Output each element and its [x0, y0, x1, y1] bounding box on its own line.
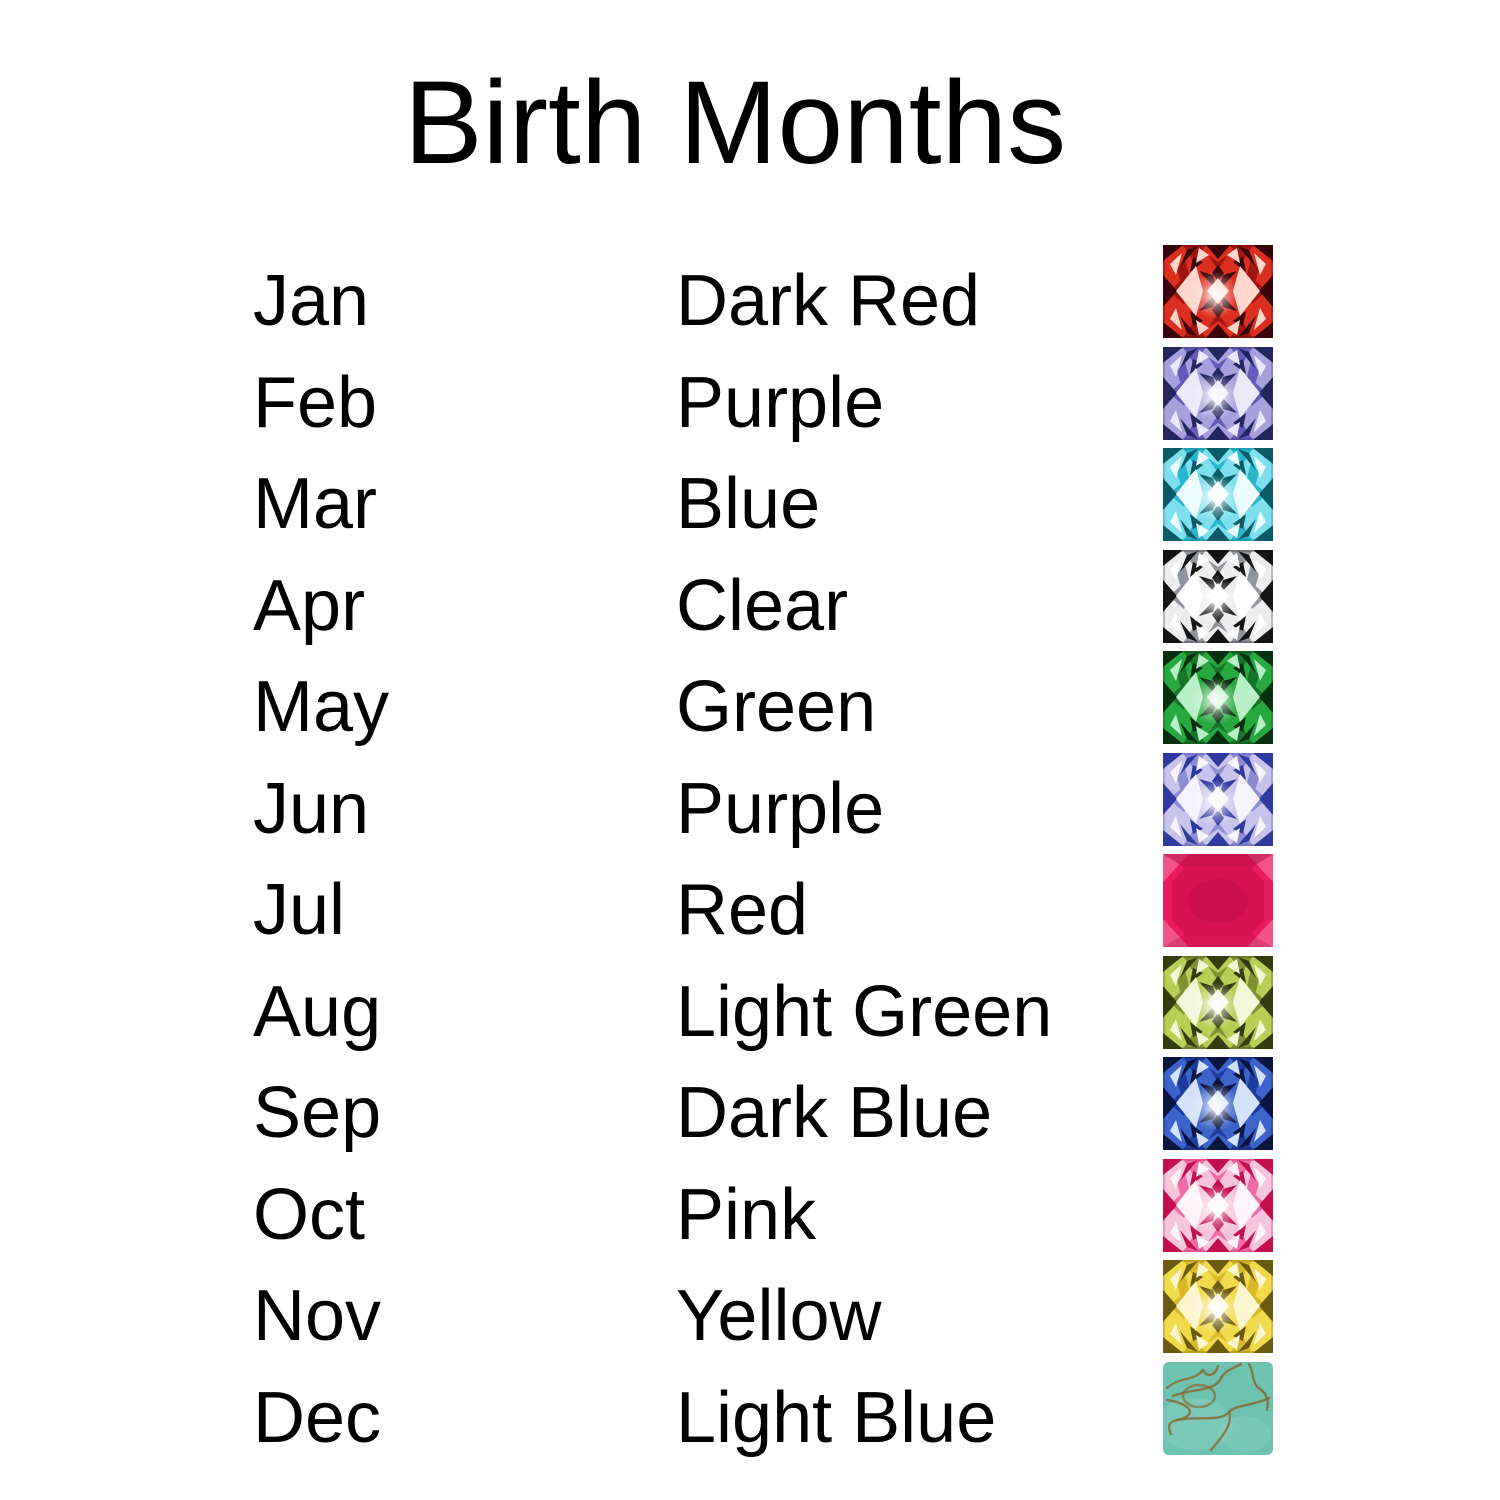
- aqua-gemstone-icon: [1163, 448, 1273, 541]
- birthstone-row: Dec Light Blue: [0, 1361, 1500, 1466]
- purple-gemstone-icon: [1163, 346, 1273, 440]
- birthstone-list: Jan Dark Red Feb Purple Mar Blue Apr Cle…: [0, 245, 1500, 1466]
- month-label: May: [253, 667, 390, 747]
- clear-gemstone-icon: [1163, 549, 1273, 643]
- month-label: Mar: [253, 464, 377, 544]
- birthstone-row: Aug Light Green: [0, 955, 1500, 1060]
- color-label: Light Blue: [676, 1377, 997, 1458]
- month-label: Nov: [253, 1276, 382, 1356]
- color-label: Dark Blue: [676, 1073, 993, 1153]
- month-label: Jun: [253, 768, 370, 849]
- birthstone-row: Feb Purple: [0, 346, 1500, 451]
- month-label: Sep: [253, 1073, 382, 1153]
- color-label: Clear: [676, 565, 849, 646]
- page-title: Birth Months: [403, 57, 1067, 189]
- birthstone-row: Mar Blue: [0, 448, 1500, 552]
- color-label: Pink: [676, 1174, 817, 1255]
- birthstone-row: Apr Clear: [0, 549, 1500, 654]
- peridot-gemstone-icon: [1163, 955, 1273, 1049]
- color-label: Green: [676, 667, 877, 747]
- color-label: Blue: [676, 464, 821, 544]
- color-label: Red: [676, 870, 809, 950]
- month-label: Apr: [253, 565, 366, 646]
- green-gemstone-icon: [1163, 651, 1273, 744]
- color-label: Dark Red: [676, 261, 981, 341]
- month-label: Dec: [253, 1377, 382, 1458]
- ruby-gemstone-icon: [1163, 854, 1273, 947]
- yellow-gemstone-icon: [1163, 1260, 1273, 1353]
- birthstone-row: Sep Dark Blue: [0, 1057, 1500, 1161]
- month-label: Feb: [253, 362, 378, 443]
- birthstone-row: Nov Yellow: [0, 1260, 1500, 1364]
- lavender-gemstone-icon: [1163, 752, 1273, 846]
- birthstone-row: Jun Purple: [0, 752, 1500, 857]
- turquoise-gemstone-icon: [1163, 1361, 1273, 1455]
- color-label: Yellow: [676, 1276, 882, 1356]
- birthstone-row: Jul Red: [0, 854, 1500, 958]
- birthstone-row: Oct Pink: [0, 1158, 1500, 1263]
- month-label: Jul: [253, 870, 346, 950]
- sapphire-gemstone-icon: [1163, 1057, 1273, 1150]
- birthstone-row: May Green: [0, 651, 1500, 755]
- pink-gemstone-icon: [1163, 1158, 1273, 1252]
- month-label: Oct: [253, 1174, 366, 1255]
- red-gemstone-icon: [1163, 245, 1273, 338]
- color-label: Light Green: [676, 971, 1053, 1052]
- month-label: Aug: [253, 971, 382, 1052]
- color-label: Purple: [676, 768, 885, 849]
- color-label: Purple: [676, 362, 885, 443]
- birthstone-row: Jan Dark Red: [0, 245, 1500, 349]
- month-label: Jan: [253, 261, 370, 341]
